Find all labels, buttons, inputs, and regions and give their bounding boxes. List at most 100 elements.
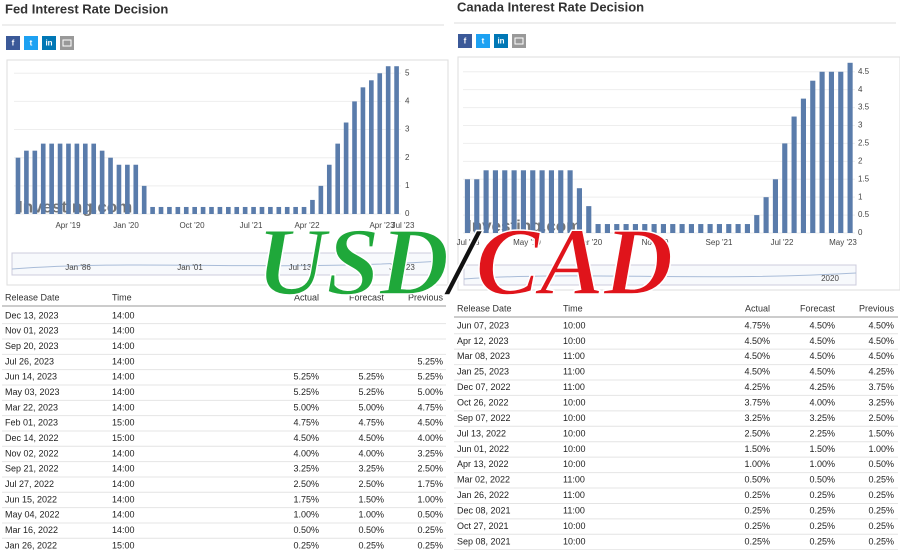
- x-tick-label: Oct '20: [179, 221, 205, 230]
- bar: [66, 143, 71, 214]
- table-cell: 10:00: [563, 459, 586, 469]
- y-tick-label: 3: [405, 125, 410, 134]
- table-cell: 4.75%: [744, 320, 770, 330]
- x-tick-label: Jan '20: [113, 221, 139, 230]
- column-header: Release Date: [457, 303, 512, 313]
- bar: [623, 224, 629, 233]
- email-button[interactable]: [512, 34, 526, 48]
- x-tick-label: Nov '20: [642, 238, 669, 247]
- table-cell: Sep 21, 2022: [5, 464, 59, 474]
- table-cell: 14:00: [112, 510, 135, 520]
- navigator-sketch: [11, 260, 443, 270]
- y-tick-label: 0.5: [858, 210, 870, 219]
- bar: [502, 170, 508, 233]
- bar: [670, 224, 676, 233]
- bar: [763, 197, 769, 233]
- bar: [614, 224, 620, 233]
- bar: [483, 170, 489, 233]
- table-cell: Sep 07, 2022: [457, 413, 511, 423]
- y-tick-label: 3: [858, 121, 863, 130]
- table-cell: 15:00: [112, 433, 135, 443]
- column-header: Forecast: [800, 303, 836, 313]
- table-cell: Nov 02, 2022: [5, 448, 59, 458]
- table-cell: 11:00: [563, 382, 585, 392]
- table-cell: 1.75%: [417, 479, 443, 489]
- table-cell: 3.75%: [868, 382, 894, 392]
- table-cell: 10:00: [563, 428, 586, 438]
- bar: [754, 215, 760, 233]
- table-cell: Apr 12, 2023: [457, 336, 509, 346]
- navigator: [11, 252, 443, 276]
- column-header: Actual: [294, 292, 319, 302]
- bar: [838, 71, 844, 233]
- bar: [735, 224, 741, 233]
- column-header: Previous: [859, 303, 895, 313]
- share-button[interactable]: [6, 36, 20, 50]
- bar: [819, 71, 825, 233]
- email-button[interactable]: [60, 36, 74, 50]
- bar: [82, 143, 88, 214]
- table-cell: 5.25%: [293, 372, 319, 382]
- table-cell: 14:00: [112, 464, 135, 474]
- table-cell: 10:00: [563, 320, 586, 330]
- share-icon: f: [464, 37, 467, 46]
- chart-frame: [6, 59, 449, 286]
- table-cell: 4.50%: [868, 336, 894, 346]
- table-cell: 11:00: [563, 351, 585, 361]
- table-cell: 4.50%: [868, 320, 894, 330]
- bar: [464, 179, 470, 233]
- bar: [660, 224, 666, 233]
- y-tick-label: 3.5: [858, 103, 870, 112]
- column-header: Forecast: [349, 292, 385, 302]
- bar: [293, 206, 298, 214]
- table-cell: 0.50%: [293, 525, 319, 535]
- bar: [276, 206, 282, 214]
- table-cell: 0.25%: [868, 490, 894, 500]
- share-button[interactable]: [476, 34, 490, 48]
- share-button[interactable]: [42, 36, 56, 50]
- x-tick-label: Apr '19: [55, 221, 81, 230]
- table-cell: 0.25%: [809, 521, 835, 531]
- table-cell: 0.25%: [744, 490, 770, 500]
- bar: [800, 98, 806, 233]
- bar: [586, 206, 592, 233]
- table-cell: 15:00: [112, 540, 135, 550]
- table-cell: Jun 14, 2023: [5, 372, 57, 382]
- bar: [520, 170, 526, 233]
- bar: [150, 206, 155, 214]
- table-cell: 11:00: [563, 490, 585, 500]
- bar: [259, 206, 265, 214]
- share-button[interactable]: [24, 36, 38, 50]
- column-header: Release Date: [5, 292, 60, 302]
- bar: [284, 206, 290, 214]
- table-cell: 0.25%: [868, 475, 894, 485]
- table-cell: 4.00%: [417, 433, 443, 443]
- bar: [744, 224, 750, 233]
- table-cell: 3.25%: [868, 398, 894, 408]
- currency-pair: USD/CAD: [257, 208, 673, 315]
- bar: [772, 179, 778, 233]
- table-cell: Oct 26, 2022: [457, 398, 509, 408]
- column-header: Time: [563, 303, 583, 313]
- table-cell: 4.50%: [809, 320, 835, 330]
- share-button[interactable]: [494, 34, 508, 48]
- y-tick-label: 5: [405, 68, 410, 77]
- bar: [200, 206, 206, 214]
- bar: [394, 66, 399, 214]
- table-cell: 2.50%: [744, 428, 770, 438]
- table-cell: 4.50%: [744, 367, 770, 377]
- bar: [91, 143, 97, 214]
- bar: [310, 199, 315, 214]
- x-tick-label: Jul '23: [392, 221, 415, 230]
- bar: [57, 143, 63, 214]
- x-tick-label: Sep '21: [706, 238, 733, 247]
- share-button[interactable]: [458, 34, 472, 48]
- share-icon: t: [482, 37, 485, 46]
- table-cell: Sep 08, 2021: [457, 536, 511, 546]
- table-cell: 4.25%: [744, 382, 770, 392]
- table-cell: 3.25%: [744, 413, 770, 423]
- table-cell: 5.00%: [358, 402, 384, 412]
- bar: [183, 206, 189, 214]
- table-cell: Dec 08, 2021: [457, 506, 511, 516]
- table-cell: 14:00: [112, 387, 135, 397]
